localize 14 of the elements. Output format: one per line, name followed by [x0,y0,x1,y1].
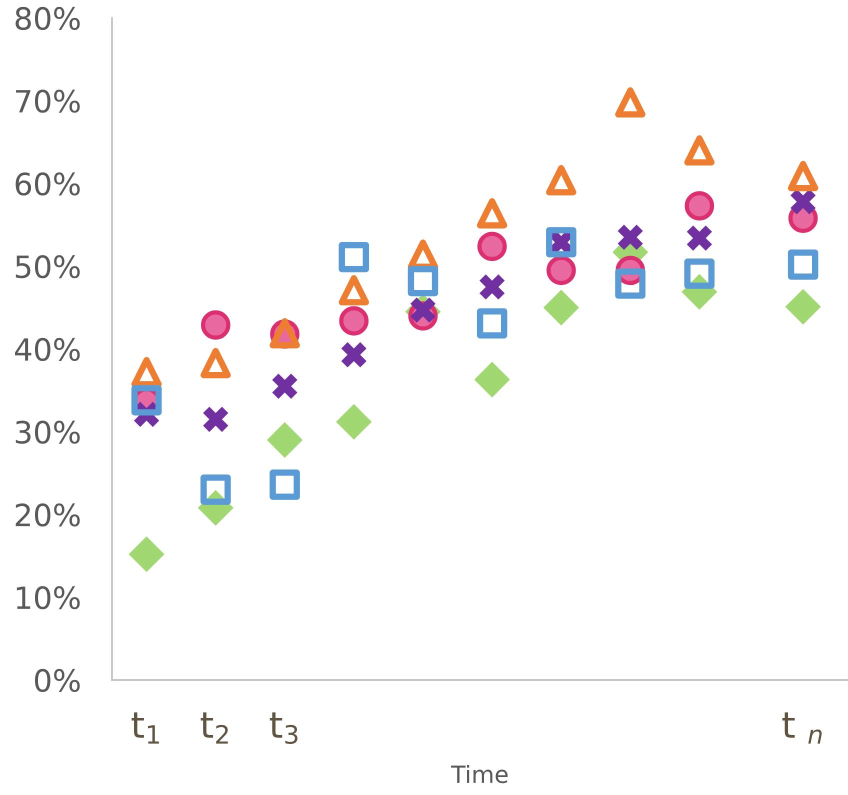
y-tick-label: 10% [16,586,80,610]
x-tick-label: t$_{1}$ [132,712,159,744]
x-tick-label: t$_{2}$ [200,712,228,744]
y-tick-label: 50% [16,255,80,278]
y-tick-label: 80% [16,6,80,30]
y-tick-label: 60% [16,172,80,196]
x-tick-label: t$_{3}$ [270,712,298,744]
y-tick-label: 30% [16,420,80,444]
y-tick-label: 40% [15,338,80,362]
x-tick-label: t $_{n}$ [782,712,822,744]
y-tick-label: 20% [16,503,80,527]
y-tick-label: 70% [16,90,80,113]
y-tick-label: 0% [34,668,80,692]
x-axis-title: Time [451,764,508,784]
